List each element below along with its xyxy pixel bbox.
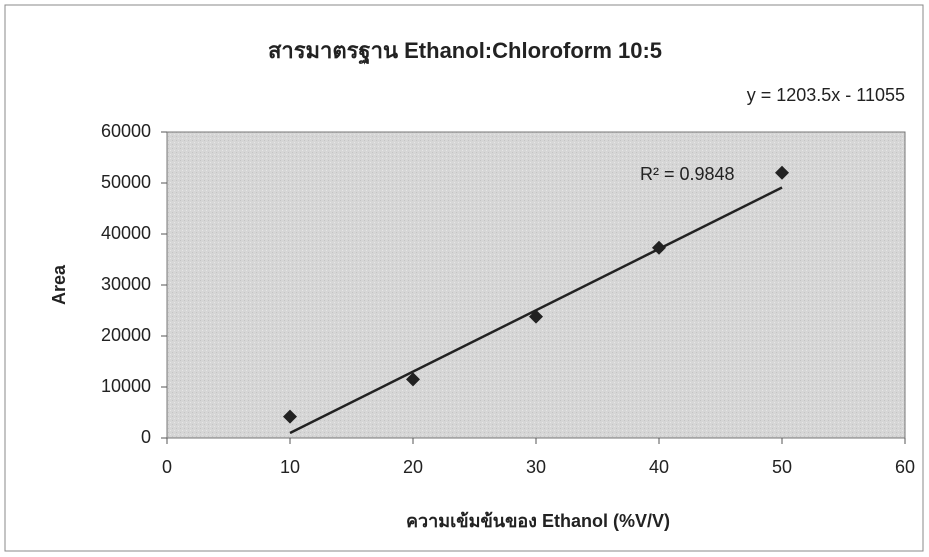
x-tick-label: 0 [162,457,172,477]
y-axis-title: Area [49,264,69,305]
y-tick-label: 10000 [101,376,151,396]
x-tick-label: 10 [280,457,300,477]
chart-title: สารมาตรฐาน Ethanol:Chloroform 10:5 [268,38,662,65]
y-tick-label: 20000 [101,325,151,345]
trend-equation: y = 1203.5x - 11055 [747,85,905,105]
data-point [529,309,543,324]
x-axis-title: ความเข้มข้นของ Ethanol (%V/V) [406,511,670,531]
y-tick-label: 0 [141,427,151,447]
data-point [652,240,666,255]
data-point [283,409,297,424]
x-tick-label: 40 [649,457,669,477]
x-tick-label: 60 [895,457,915,477]
x-tick-label: 30 [526,457,546,477]
x-tick-label: 50 [772,457,792,477]
r2-label: R² = 0.9848 [640,164,735,184]
y-tick-label: 60000 [101,121,151,141]
x-tick-label: 20 [403,457,423,477]
y-tick-label: 40000 [101,223,151,243]
y-tick-label: 50000 [101,172,151,192]
data-point [406,372,420,387]
data-point [775,165,789,180]
plot-area [166,131,906,439]
y-tick-label: 30000 [101,274,151,294]
